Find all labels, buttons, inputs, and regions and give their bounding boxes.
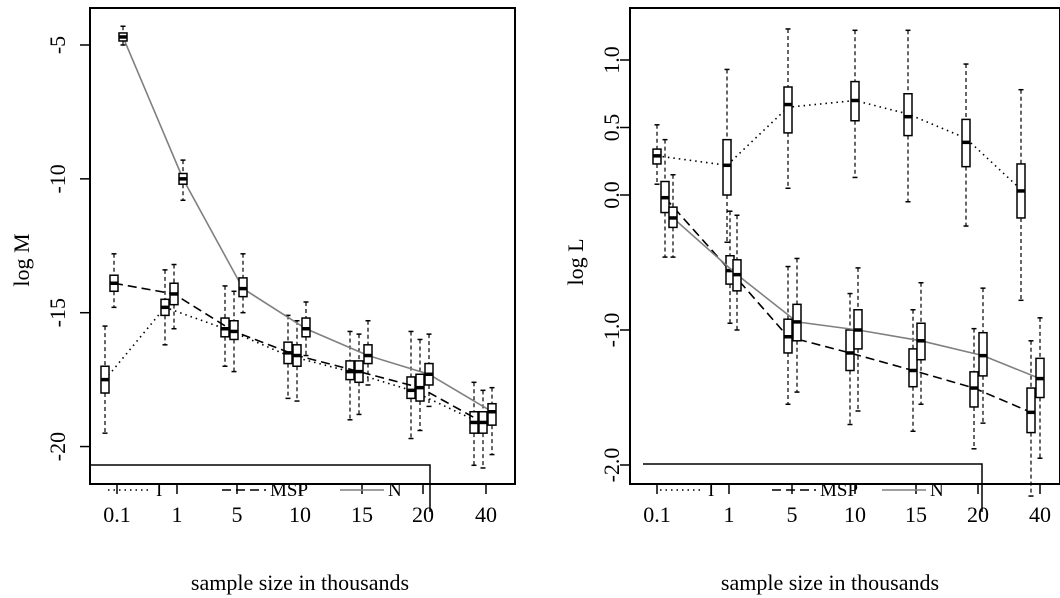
x-tick-label: 1 (724, 502, 735, 527)
x-tick-label: 20 (967, 502, 989, 527)
plot-frame (89, 7, 516, 485)
x-tick-label: 20 (412, 502, 434, 527)
legend-box (90, 464, 431, 512)
boxplot-i (850, 29, 860, 179)
boxplot-i (722, 68, 732, 243)
boxplot-msp (1026, 340, 1036, 497)
boxplot-n (118, 25, 128, 46)
legend-label-i: I (156, 480, 162, 501)
y-tick-label: -2.0 (599, 448, 624, 483)
boxplot-msp (415, 338, 425, 432)
y-tick-label: -1.0 (599, 313, 624, 348)
boxplot-n (424, 333, 434, 408)
legend-label-n: N (930, 480, 944, 501)
legend-label-i: I (708, 480, 714, 501)
boxplot-n (238, 253, 248, 314)
legend-label-n: N (388, 480, 402, 501)
boxplot-i (406, 330, 416, 440)
boxplot-i (903, 29, 913, 203)
x-tick-label: 15 (905, 502, 927, 527)
boxplot-msp (845, 292, 855, 426)
y-tick-label: -10 (45, 164, 70, 193)
boxplot-n (1035, 317, 1045, 459)
box-iqr (845, 329, 855, 372)
x-tick-label: 0.1 (103, 502, 131, 527)
x-tick-label: 10 (289, 502, 311, 527)
x-tick-label: 15 (351, 502, 373, 527)
x-tick-label: 40 (1029, 502, 1051, 527)
boxplot-msp (969, 327, 979, 450)
boxplot-i (283, 314, 293, 400)
boxplot-i (345, 330, 355, 421)
box-iqr (903, 93, 913, 137)
y-axis-title: log L (563, 238, 588, 285)
x-tick-label: 5 (232, 502, 243, 527)
boxplot-msp (229, 290, 239, 373)
x-axis-title: sample size in thousands (721, 570, 939, 595)
boxplot-msp (783, 265, 793, 405)
box-iqr (722, 138, 732, 196)
x-tick-label: 10 (844, 502, 866, 527)
box-iqr (1026, 387, 1036, 434)
boxplot-msp (169, 263, 179, 330)
boxplot-i (783, 28, 793, 189)
x-tick-label: 5 (787, 502, 798, 527)
x-tick-label: 0.1 (643, 502, 671, 527)
x-tick-label: 1 (172, 502, 183, 527)
y-tick-label: 1.0 (599, 46, 624, 74)
boxplot-n (853, 267, 863, 412)
boxplot-n (792, 257, 802, 393)
boxplot-n (363, 319, 373, 386)
boxplot-msp (660, 138, 670, 258)
boxplot-n (978, 287, 988, 424)
x-axis-title: sample size in thousands (191, 570, 409, 595)
boxplot-i (1016, 88, 1026, 302)
boxplot-n (301, 301, 311, 357)
x-tick-label: 40 (475, 502, 497, 527)
legend-label-msp: MSP (270, 480, 308, 501)
y-tick-label: 0.0 (599, 181, 624, 209)
boxplot-i (220, 285, 230, 367)
y-tick-label: -20 (45, 432, 70, 461)
boxplot-msp (292, 319, 302, 402)
boxplot-i (961, 63, 971, 227)
y-tick-label: -5 (45, 36, 70, 54)
y-axis-title: log M (9, 233, 34, 286)
box-iqr (406, 376, 416, 400)
y-tick-label: -15 (45, 298, 70, 327)
boxplot-msp (109, 253, 119, 309)
boxplot-i (160, 269, 170, 346)
boxplot-n (487, 386, 497, 456)
boxplot-msp (354, 333, 364, 416)
boxplot-msp (908, 309, 918, 432)
boxplot-n (178, 159, 188, 202)
legend-label-msp: MSP (820, 480, 858, 501)
boxplot-n (668, 174, 678, 258)
box-iqr (487, 402, 497, 426)
boxplot-i (469, 381, 479, 467)
plot-frame (629, 7, 1060, 485)
box-iqr (908, 348, 918, 388)
boxplot-n (732, 214, 742, 331)
boxplot-i (100, 325, 110, 434)
box-iqr (783, 86, 793, 134)
boxplot-msp (478, 389, 488, 469)
y-tick-label: 0.5 (599, 114, 624, 142)
boxplot-i (652, 124, 662, 185)
boxplot-n (916, 282, 926, 405)
legend-box (643, 463, 983, 512)
